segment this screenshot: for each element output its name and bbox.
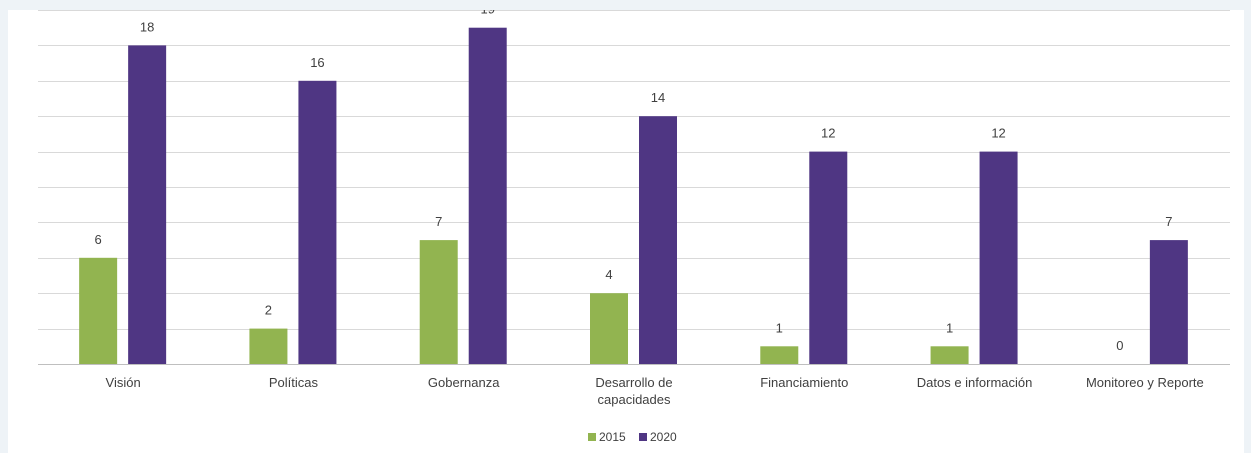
data-label-2015-5: 1 — [946, 320, 953, 335]
data-labels: 6 18 2 16 7 19 4 14 1 12 1 12 0 7 — [95, 10, 1173, 353]
data-label-2020-0: 18 — [140, 19, 154, 34]
bar-2015-3 — [590, 293, 628, 364]
bar-2015-2 — [419, 240, 458, 364]
data-label-2020-2: 19 — [480, 10, 494, 17]
data-label-2015-2: 7 — [435, 214, 442, 229]
gridlines — [38, 10, 1230, 365]
bar-2020-2 — [468, 27, 507, 364]
category-label-2: Gobernanza — [428, 375, 500, 390]
legend-swatch-2020 — [639, 433, 647, 441]
category-label-6: Monitoreo y Reporte — [1086, 375, 1204, 390]
bar-2020-0 — [128, 45, 167, 365]
data-label-2015-3: 4 — [605, 267, 612, 282]
bar-2020-5 — [979, 151, 1018, 364]
category-label-3: Desarrollo de capacidades — [595, 375, 672, 407]
data-label-2020-6: 7 — [1165, 214, 1172, 229]
legend-label-2020: 2020 — [650, 430, 677, 444]
bar-2015-5 — [930, 346, 969, 364]
data-label-2015-6: 0 — [1116, 338, 1123, 353]
data-label-2015-1: 2 — [265, 303, 272, 318]
category-label-5: Datos e información — [917, 375, 1033, 390]
legend: 2015 2020 — [588, 430, 677, 444]
chart-card: 6 18 2 16 7 19 4 14 1 12 1 12 0 7 Visión Políticas Gobe… — [8, 10, 1244, 453]
bar-2015-1 — [249, 328, 288, 364]
data-label-2020-5: 12 — [991, 126, 1005, 141]
category-label-4: Financiamiento — [760, 375, 848, 390]
bar-2020-6 — [1149, 240, 1188, 364]
bar-2020-1 — [298, 80, 337, 365]
category-labels: Visión Políticas Gobernanza Desarrollo de ca… — [106, 375, 1204, 407]
data-label-2015-0: 6 — [95, 232, 102, 247]
bars — [79, 27, 1188, 365]
data-label-2020-1: 16 — [310, 55, 324, 70]
category-label-0: Visión — [106, 375, 141, 390]
bar-2015-0 — [79, 257, 118, 364]
bar-2020-4 — [809, 151, 848, 364]
data-label-2015-4: 1 — [776, 320, 783, 335]
bar-2020-3 — [639, 116, 677, 364]
bar-2015-4 — [760, 346, 799, 364]
category-label-1: Políticas — [269, 375, 319, 390]
legend-swatch-2015 — [588, 433, 596, 441]
bar-chart: 6 18 2 16 7 19 4 14 1 12 1 12 0 7 Visión Políticas Gobe… — [38, 10, 1230, 444]
data-label-2020-3: 14 — [651, 90, 665, 105]
data-label-2020-4: 12 — [821, 126, 835, 141]
legend-label-2015: 2015 — [599, 430, 626, 444]
